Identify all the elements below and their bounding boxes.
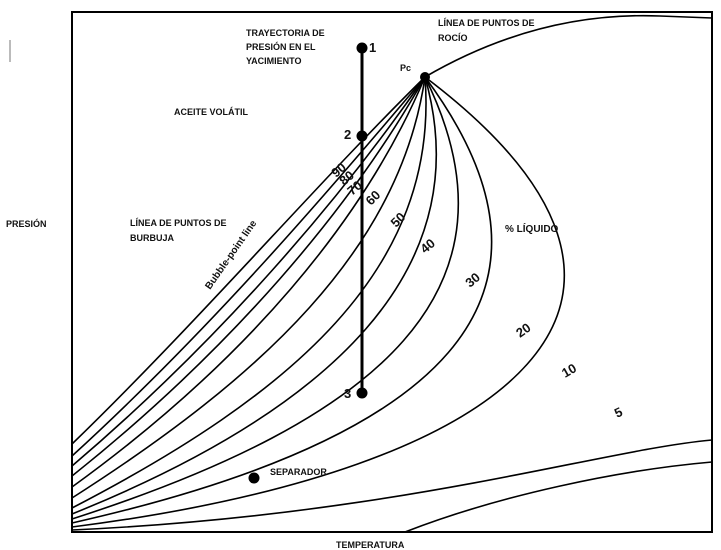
bubble-point-label-line1: LÍNEA DE PUNTOS DE bbox=[130, 218, 227, 228]
critical-point-label: Pc bbox=[400, 63, 411, 73]
quality-line-lowest bbox=[404, 461, 713, 533]
path-point-3-marker bbox=[356, 387, 368, 399]
diagram-frame bbox=[71, 11, 713, 533]
dew-point-label-line1: LÍNEA DE PUNTOS DE bbox=[438, 18, 535, 28]
pressure-path-label-line2: PRESIÓN EN EL bbox=[246, 41, 316, 52]
quality-line-5 bbox=[71, 76, 565, 528]
dew-point-label-line2: ROCÍO bbox=[438, 33, 468, 43]
quality-line-80 bbox=[71, 76, 426, 467]
quality-label-30: 30 bbox=[462, 270, 483, 291]
bubble-point-curve bbox=[71, 76, 426, 445]
quality-line-60 bbox=[71, 76, 426, 488]
path-point-3-label: 3 bbox=[344, 386, 351, 401]
separator-marker bbox=[248, 472, 260, 484]
quality-line-50 bbox=[71, 76, 426, 499]
bubble-point-label-line2: BURBUJA bbox=[130, 233, 175, 243]
dew-point-curve bbox=[424, 14, 713, 78]
critical-point-marker bbox=[420, 72, 430, 82]
path-point-2-marker bbox=[356, 130, 368, 142]
y-axis-label: PRESIÓN bbox=[6, 218, 47, 229]
path-point-1-marker bbox=[356, 42, 368, 54]
quality-line-30 bbox=[71, 76, 438, 515]
quality-line-10 bbox=[71, 76, 493, 524]
pressure-path-label-line1: TRAYECTORIA DE bbox=[246, 28, 325, 38]
separator-label: SEPARADOR bbox=[270, 467, 327, 477]
volatile-oil-label: ACEITE VOLÁTIL bbox=[174, 107, 249, 117]
quality-label-10: 10 bbox=[559, 360, 579, 380]
liquid-percent-label: % LÍQUIDO bbox=[505, 222, 559, 235]
quality-line-20 bbox=[71, 76, 460, 520]
quality-label-5: 5 bbox=[612, 404, 625, 421]
quality-label-20: 20 bbox=[513, 320, 533, 341]
path-point-1-label: 1 bbox=[369, 40, 376, 55]
pressure-path-label-line3: YACIMIENTO bbox=[246, 56, 302, 66]
path-point-2-label: 2 bbox=[344, 127, 351, 142]
quality-line-40 bbox=[71, 76, 427, 509]
quality-line-90 bbox=[71, 76, 426, 457]
x-axis-label: TEMPERATURA bbox=[336, 540, 405, 550]
quality-line-low bbox=[71, 439, 713, 531]
quality-line-70 bbox=[71, 76, 426, 477]
